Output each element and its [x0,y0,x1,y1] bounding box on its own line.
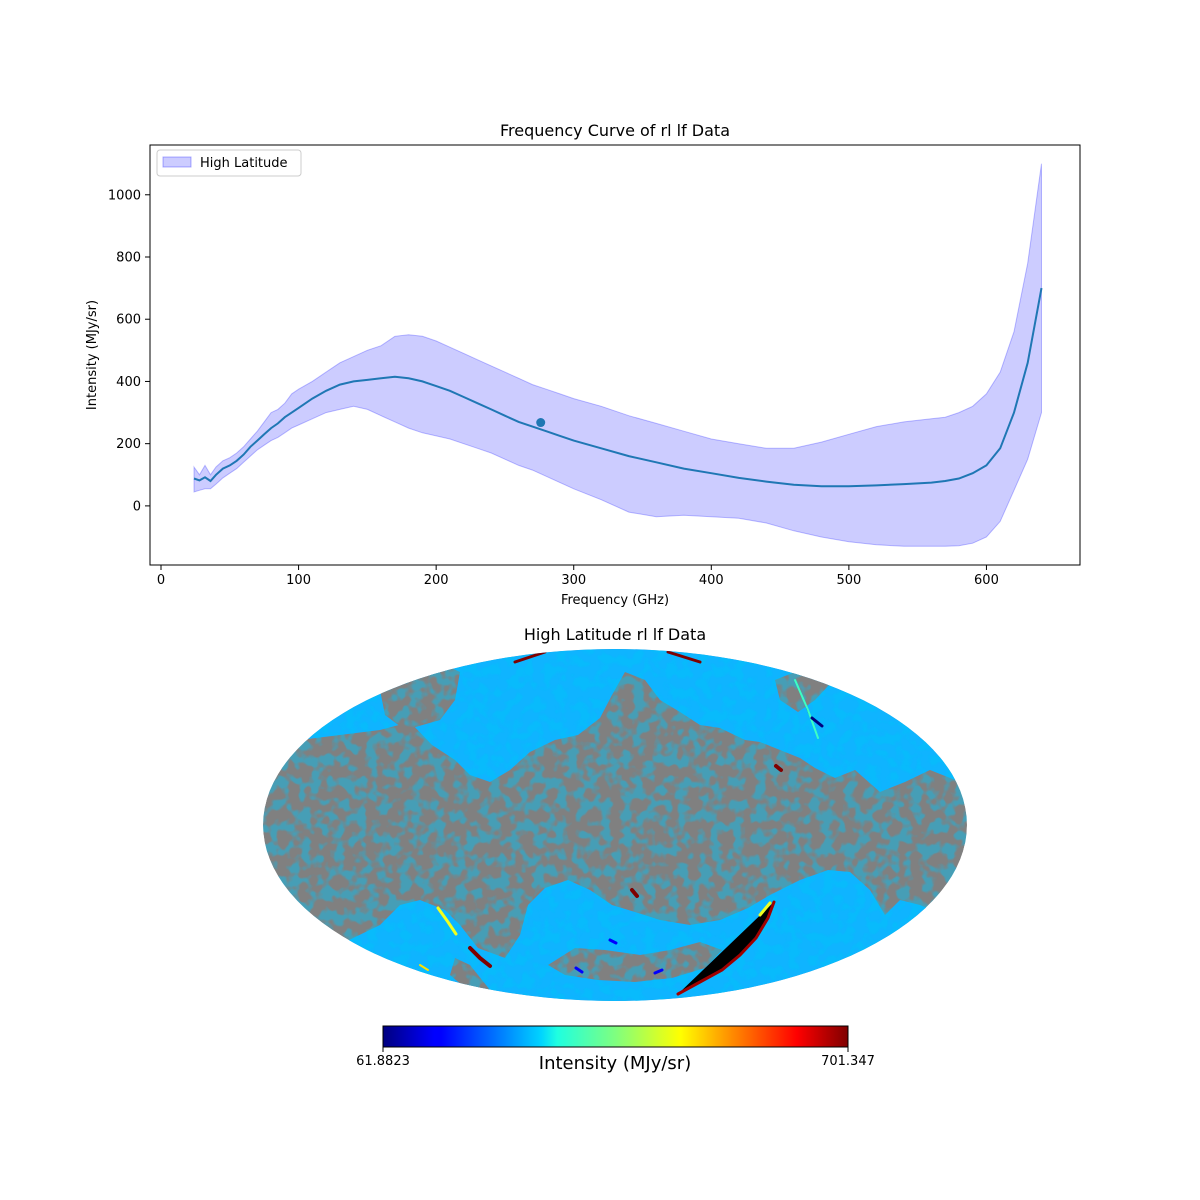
x-tick-label: 500 [836,573,861,588]
y-tick-label: 1000 [108,188,141,203]
colorbar-min-label: 61.8823 [356,1054,410,1069]
plot-area [193,163,1043,547]
x-tick-label: 300 [561,573,586,588]
y-tick-label: 600 [116,313,141,328]
map-title: High Latitude rl lf Data [524,625,706,644]
high-latitude-band [193,163,1042,547]
sky-map-panel: High Latitude rl lf Data [263,625,967,1074]
legend-swatch [162,156,192,168]
map-texture [263,649,967,1001]
mean-marker-point [536,418,546,428]
y-tick-label: 800 [116,251,141,266]
y-tick-label: 0 [133,499,141,514]
map-hot-features [419,650,824,996]
x-axis-ticks: 0 100 200 300 400 500 600 [157,565,999,588]
plot-frame [149,144,1081,566]
legend-label: High Latitude [200,156,288,171]
y-axis-label: Intensity (MJy/sr) [85,300,100,410]
legend-frame [156,149,302,177]
x-tick-label: 0 [157,573,165,588]
x-axis-label: Frequency (GHz) [561,593,669,608]
colorbar-label: Intensity (MJy/sr) [539,1053,691,1074]
mean-intensity-line [193,287,1043,488]
colorbar-gradient [382,1025,849,1048]
top-chart-title: Frequency Curve of rl lf Data [500,121,730,140]
mollweide-map [263,649,967,1001]
x-tick-label: 100 [286,573,311,588]
y-axis-ticks: 0 200 400 600 800 1000 [108,188,150,514]
x-tick-label: 400 [699,573,724,588]
x-tick-label: 200 [424,573,449,588]
colorbar: 61.8823 701.347 Intensity (MJy/sr) [356,1025,875,1074]
y-tick-label: 400 [116,375,141,390]
frequency-curve-panel: Frequency Curve of rl lf Data 0 100 200 300… [85,121,1081,608]
x-tick-label: 600 [974,573,999,588]
y-tick-label: 200 [116,437,141,452]
legend: High Latitude [156,149,302,177]
colorbar-max-label: 701.347 [821,1054,875,1069]
